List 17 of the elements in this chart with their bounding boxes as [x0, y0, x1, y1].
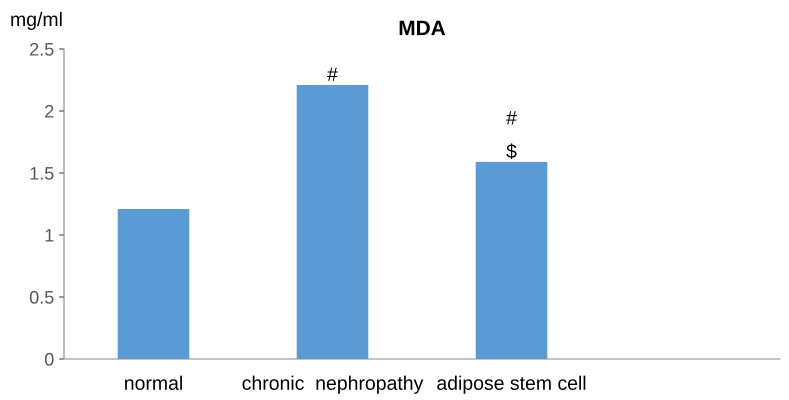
x-tick-label: normal — [125, 376, 182, 390]
y-tick-label: 0.5 — [30, 290, 54, 304]
annotation: # — [327, 68, 338, 81]
annotation: # — [506, 111, 517, 124]
y-tick-label: 1 — [46, 229, 54, 242]
x-tick-label: chronic nephropathy — [242, 376, 424, 394]
bar — [118, 208, 190, 359]
y-tick-label: 0 — [44, 352, 54, 366]
y-tick-label: 2.5 — [30, 42, 54, 56]
y-tick-label: 2 — [45, 104, 54, 118]
bar — [476, 162, 548, 359]
y-tick-label: 1.5 — [30, 167, 54, 180]
y-axis-title: mg/ml — [11, 12, 62, 30]
bar — [296, 84, 368, 359]
annotation: $ — [506, 143, 517, 160]
x-tick-label: adipose stem cell — [437, 376, 586, 394]
chart-title: MDA — [400, 20, 446, 36]
